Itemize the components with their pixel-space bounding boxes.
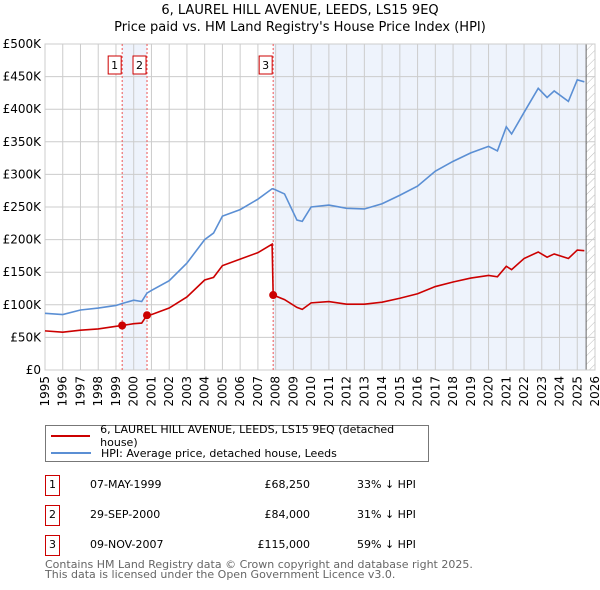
- property-price-line: [44, 242, 585, 333]
- x-tick-label: 2006: [233, 376, 247, 407]
- x-tick-label: 2010: [304, 376, 318, 407]
- footer: Contains HM Land Registry data © Crown c…: [45, 558, 473, 581]
- sale-hpi-diff: 59% ↓ HPI: [357, 538, 416, 551]
- legend-item-property: 6, LAUREL HILL AVENUE, LEEDS, LS15 9EQ (…: [46, 423, 428, 449]
- y-tick-label: £50K: [10, 330, 42, 344]
- legend-swatch: [51, 452, 91, 454]
- y-tick-label: £250K: [3, 200, 43, 214]
- legend: 6, LAUREL HILL AVENUE, LEEDS, LS15 9EQ (…: [45, 423, 429, 462]
- legend-label: HPI: Average price, detached house, Leed…: [101, 446, 337, 460]
- legend-swatch: [51, 435, 91, 437]
- sale-label-box: [107, 55, 122, 75]
- y-tick-label: £500K: [3, 37, 43, 51]
- sale-label: 1: [111, 59, 118, 72]
- y-tick-label: £150K: [3, 265, 43, 279]
- x-tick-label: 2017: [428, 376, 442, 407]
- x-tick-label: 2020: [482, 376, 496, 407]
- x-tick-label: 2008: [269, 376, 283, 407]
- sale-label-box: [258, 55, 273, 75]
- plot-frame: [44, 43, 596, 371]
- legend-label: 6, LAUREL HILL AVENUE, LEEDS, LS15 9EQ (…: [100, 423, 395, 449]
- hpi-line: [44, 78, 585, 316]
- footer-line: This data is licensed under the Open Gov…: [45, 568, 396, 581]
- x-tick-label: 2011: [322, 376, 336, 407]
- sale-badge: 2: [45, 505, 60, 526]
- y-tick-label: £0: [26, 363, 41, 377]
- x-tick-label: 2007: [251, 376, 265, 407]
- y-tick-label: £400K: [3, 102, 43, 116]
- x-tick-label: 2001: [144, 376, 158, 407]
- x-tick-label: 2000: [127, 376, 141, 407]
- chart-subtitle: Price paid vs. HM Land Registry's House …: [114, 20, 486, 35]
- y-tick-label: £200K: [3, 233, 43, 247]
- sale-point: [143, 311, 152, 320]
- sale-label: 3: [262, 59, 269, 72]
- x-tick-label: 2003: [180, 376, 194, 407]
- y-tick-label: £450K: [3, 70, 43, 84]
- x-tick-label: 2025: [570, 376, 584, 407]
- sale-point: [118, 321, 127, 330]
- x-tick-label: 2004: [198, 376, 212, 407]
- x-tick-label: 2013: [357, 376, 371, 407]
- sale-price: £115,000: [257, 538, 311, 551]
- x-tick-label: 2015: [393, 376, 407, 407]
- y-tick-label: £350K: [3, 135, 43, 149]
- x-tick-label: 2022: [517, 376, 531, 407]
- sale-date: 09-NOV-2007: [90, 538, 164, 551]
- sale-hpi-diff: 33% ↓ HPI: [357, 478, 416, 491]
- x-tick-label: 2012: [340, 376, 354, 407]
- y-tick-label: £100K: [3, 298, 43, 312]
- x-tick-label: 1995: [38, 376, 52, 407]
- x-tick-label: 1999: [109, 376, 123, 407]
- x-tick-label: 2014: [375, 376, 389, 407]
- y-tick-label: £300K: [3, 167, 43, 181]
- x-tick-label: 2026: [588, 376, 600, 407]
- x-tick-label: 1998: [91, 376, 105, 407]
- x-tick-label: 2019: [464, 376, 478, 407]
- x-tick-label: 2005: [215, 376, 229, 407]
- sale-date: 07-MAY-1999: [90, 478, 162, 491]
- x-tick-label: 1997: [73, 376, 87, 407]
- sale-row: 3 09-NOV-2007 £115,000 59% ↓ HPI: [45, 535, 465, 556]
- x-tick-label: 2023: [535, 376, 549, 407]
- sale-date: 29-SEP-2000: [90, 508, 161, 521]
- legend-item-hpi: HPI: Average price, detached house, Leed…: [46, 445, 337, 461]
- sale-badge: 1: [45, 475, 60, 496]
- x-tick-label: 2021: [499, 376, 513, 407]
- chart-title: 6, LAUREL HILL AVENUE, LEEDS, LS15 9EQ: [161, 3, 439, 18]
- sale-row: 1 07-MAY-1999 £68,250 33% ↓ HPI: [45, 475, 465, 496]
- price-chart: 1995 1996 1997 1998 1999 2000 2001 2002 2003 2004…: [3, 37, 600, 407]
- sale-label: 2: [136, 59, 143, 72]
- sale-row: 2 29-SEP-2000 £84,000 31% ↓ HPI: [45, 505, 465, 526]
- x-tick-label: 2009: [286, 376, 300, 407]
- sale-label-box: [132, 55, 147, 75]
- x-tick-label: 2024: [553, 376, 567, 407]
- sale-badge: 3: [45, 535, 60, 556]
- x-tick-label: 2016: [411, 376, 425, 407]
- sale-hpi-diff: 31% ↓ HPI: [357, 508, 416, 521]
- sale-point: [269, 291, 278, 300]
- sale-price: £68,250: [264, 478, 311, 491]
- x-tick-label: 1996: [56, 376, 70, 407]
- x-tick-label: 2018: [446, 376, 460, 407]
- x-tick-label: 2002: [162, 376, 176, 407]
- sale-price: £84,000: [264, 508, 311, 521]
- footer-line: Contains HM Land Registry data © Crown c…: [45, 558, 473, 571]
